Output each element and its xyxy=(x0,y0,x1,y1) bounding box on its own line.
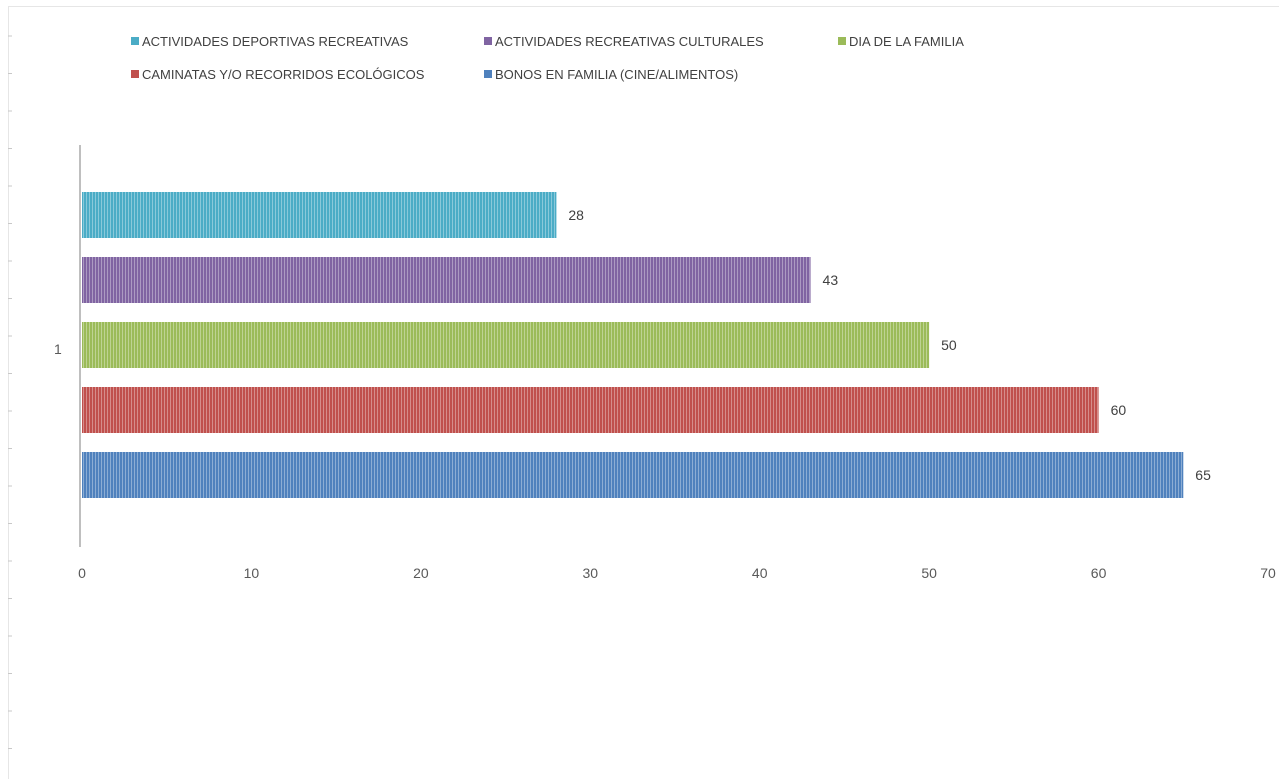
legend-label: CAMINATAS Y/O RECORRIDOS ECOLÓGICOS xyxy=(142,67,425,82)
data-label: 65 xyxy=(1195,467,1211,483)
legend-swatch xyxy=(484,70,492,78)
x-tick-label: 50 xyxy=(921,565,937,581)
legend-item: CAMINATAS Y/O RECORRIDOS ECOLÓGICOS xyxy=(131,67,425,82)
data-label: 28 xyxy=(568,207,584,223)
legend-swatch xyxy=(484,37,492,45)
legend-label: ACTIVIDADES DEPORTIVAS RECREATIVAS xyxy=(142,34,409,49)
legend: ACTIVIDADES DEPORTIVAS RECREATIVAS ACTIVI… xyxy=(131,34,964,82)
legend-label: ACTIVIDADES RECREATIVAS CULTURALES xyxy=(495,34,764,49)
left-edge-ticks xyxy=(8,35,12,749)
legend-item: BONOS EN FAMILIA (CINE/ALIMENTOS) xyxy=(484,67,738,82)
x-tick-label: 40 xyxy=(752,565,768,581)
bar xyxy=(82,257,811,303)
bars xyxy=(82,192,1184,498)
x-tick-label: 70 xyxy=(1260,565,1276,581)
chart-frame xyxy=(8,6,1279,779)
bar xyxy=(82,192,557,238)
category-label: 1 xyxy=(54,341,62,357)
bar xyxy=(82,452,1184,498)
x-tick-label: 20 xyxy=(413,565,429,581)
x-tick-label: 10 xyxy=(244,565,260,581)
legend-label: DIA DE LA FAMILIA xyxy=(849,34,964,49)
legend-swatch xyxy=(131,70,139,78)
x-tick-label: 0 xyxy=(78,565,86,581)
legend-label: BONOS EN FAMILIA (CINE/ALIMENTOS) xyxy=(495,67,738,82)
legend-swatch xyxy=(838,37,846,45)
data-label: 43 xyxy=(823,272,839,288)
bar xyxy=(82,387,1099,433)
x-axis-ticks: 0 10 20 30 40 50 60 70 xyxy=(78,565,1276,581)
data-label: 60 xyxy=(1111,402,1127,418)
bar xyxy=(82,322,930,368)
legend-item: ACTIVIDADES DEPORTIVAS RECREATIVAS xyxy=(131,34,409,49)
x-tick-label: 30 xyxy=(582,565,598,581)
x-tick-label: 60 xyxy=(1091,565,1107,581)
data-label: 50 xyxy=(941,337,957,353)
legend-item: ACTIVIDADES RECREATIVAS CULTURALES xyxy=(484,34,764,49)
legend-item: DIA DE LA FAMILIA xyxy=(838,34,964,49)
legend-swatch xyxy=(131,37,139,45)
data-labels: 28 43 50 60 65 xyxy=(568,207,1211,483)
